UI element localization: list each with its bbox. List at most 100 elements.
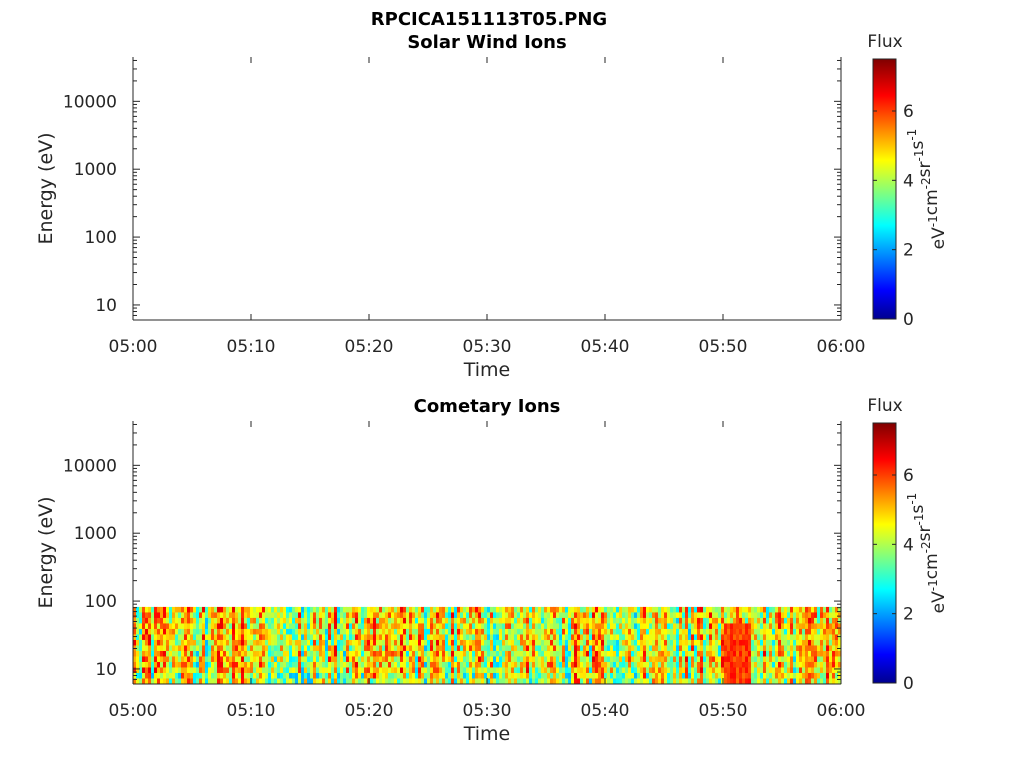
spectrogram-cell xyxy=(661,639,665,646)
spectrogram-cell xyxy=(199,678,203,685)
spectrogram-cell xyxy=(430,656,434,663)
spectrogram-cell xyxy=(247,678,251,685)
spectrogram-cell xyxy=(748,623,752,630)
spectrogram-cell xyxy=(610,606,614,613)
spectrogram-cell xyxy=(388,678,392,685)
spectrogram-cell xyxy=(802,645,806,652)
spectrogram-cell xyxy=(445,634,449,641)
spectrogram-cell xyxy=(328,612,332,619)
spectrogram-cell xyxy=(424,645,428,652)
spectrogram-cell xyxy=(673,656,677,663)
spectrogram-cell xyxy=(190,650,194,657)
spectrogram-cell xyxy=(241,650,245,657)
spectrogram-cell xyxy=(151,606,155,613)
spectrogram-cell xyxy=(778,672,782,679)
spectrogram-cell xyxy=(217,623,221,630)
spectrogram-cell xyxy=(607,612,611,619)
spectrogram-cell xyxy=(154,650,158,657)
spectrogram-cell xyxy=(757,656,761,663)
spectrogram-cell xyxy=(607,628,611,635)
spectrogram-cell xyxy=(361,639,365,646)
spectrogram-cell xyxy=(832,678,836,685)
spectrogram-cell xyxy=(313,661,317,668)
spectrogram-cell xyxy=(655,617,659,624)
spectrogram-cell xyxy=(457,617,461,624)
spectrogram-cell xyxy=(760,628,764,635)
spectrogram-cell xyxy=(442,634,446,641)
spectrogram-cell xyxy=(229,661,233,668)
spectrogram-cell xyxy=(391,623,395,630)
spectrogram-cell xyxy=(544,661,548,668)
spectrogram-cell xyxy=(577,645,581,652)
spectrogram-cell xyxy=(814,661,818,668)
spectrogram-cell xyxy=(463,606,467,613)
spectrogram-cell xyxy=(730,678,734,685)
spectrogram-cell xyxy=(190,617,194,624)
spectrogram-cell xyxy=(289,650,293,657)
spectrogram-cell xyxy=(523,623,527,630)
spectrogram-cell xyxy=(502,672,506,679)
spectrogram-cell xyxy=(415,606,419,613)
spectrogram-cell xyxy=(154,634,158,641)
spectrogram-cell xyxy=(490,617,494,624)
spectrogram-cell xyxy=(526,628,530,635)
spectrogram-cell xyxy=(292,667,296,674)
spectrogram-cell xyxy=(661,617,665,624)
spectrogram-cell xyxy=(409,650,413,657)
spectrogram-cell xyxy=(760,623,764,630)
spectrogram-cell xyxy=(559,667,563,674)
spectrogram-cell xyxy=(379,639,383,646)
spectrogram-cell xyxy=(721,672,725,679)
spectrogram-cell xyxy=(679,667,683,674)
spectrogram-cell xyxy=(478,650,482,657)
spectrogram-cell xyxy=(529,606,533,613)
spectrogram-cell xyxy=(373,650,377,657)
spectrogram-cell xyxy=(136,656,140,663)
spectrogram-cell xyxy=(724,606,728,613)
spectrogram-cell xyxy=(409,612,413,619)
spectrogram-cell xyxy=(733,678,737,685)
spectrogram-cell xyxy=(319,650,323,657)
spectrogram-cell xyxy=(184,667,188,674)
spectrogram-cell xyxy=(592,628,596,635)
spectrogram-cell xyxy=(826,645,830,652)
spectrogram-cell xyxy=(523,628,527,635)
spectrogram-cell xyxy=(739,617,743,624)
spectrogram-cell xyxy=(793,650,797,657)
spectrogram-cell xyxy=(226,634,230,641)
spectrogram-cell xyxy=(595,634,599,641)
spectrogram-cell xyxy=(223,661,227,668)
spectrogram-cell xyxy=(508,628,512,635)
spectrogram-cell xyxy=(640,634,644,641)
spectrogram-cell xyxy=(655,639,659,646)
spectrogram-cell xyxy=(619,628,623,635)
spectrogram-cell xyxy=(712,606,716,613)
spectrogram-cell xyxy=(250,612,254,619)
spectrogram-cell xyxy=(430,612,434,619)
spectrogram-cell xyxy=(835,628,839,635)
spectrogram-cell xyxy=(493,661,497,668)
spectrogram-cell xyxy=(430,667,434,674)
spectrogram-cell xyxy=(343,672,347,679)
spectrogram-cell xyxy=(328,661,332,668)
spectrogram-cell xyxy=(406,612,410,619)
spectrogram-cell xyxy=(268,678,272,685)
spectrogram-cell xyxy=(715,639,719,646)
spectrogram-cell xyxy=(286,678,290,685)
spectrogram-cell xyxy=(517,672,521,679)
spectrogram-cell xyxy=(622,667,626,674)
spectrogram-cell xyxy=(373,678,377,685)
spectrogram-cell xyxy=(277,634,281,641)
spectrogram-cell xyxy=(820,639,824,646)
spectrogram-cell xyxy=(829,639,833,646)
spectrogram-cell xyxy=(148,628,152,635)
spectrogram-cell xyxy=(709,661,713,668)
spectrogram-cell xyxy=(136,650,140,657)
spectrogram-cell xyxy=(310,606,314,613)
spectrogram-cell xyxy=(382,661,386,668)
spectrogram-cell xyxy=(532,661,536,668)
spectrogram-cell xyxy=(517,617,521,624)
spectrogram-cell xyxy=(262,667,266,674)
spectrogram-cell xyxy=(619,612,623,619)
spectrogram-cell xyxy=(592,678,596,685)
